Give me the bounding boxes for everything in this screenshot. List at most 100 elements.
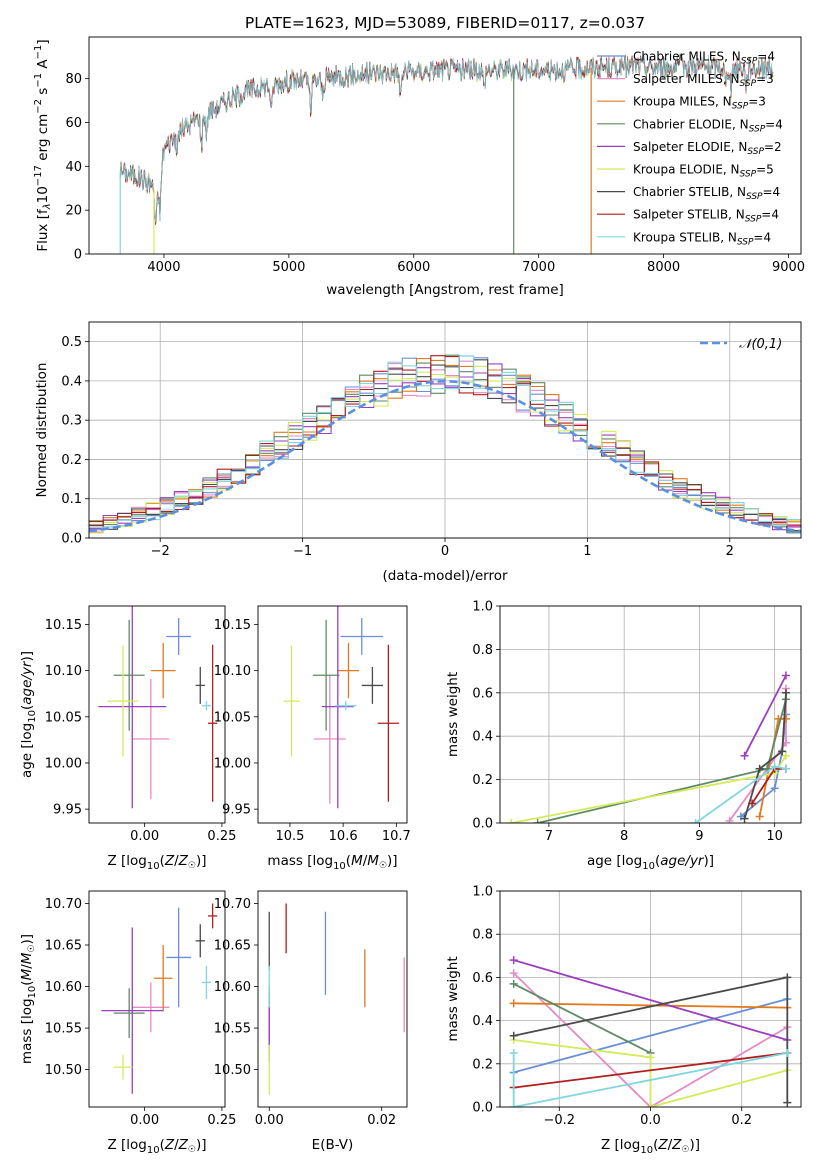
z_weight-xtick-label: 0.2 bbox=[731, 1113, 752, 1128]
weight-line bbox=[513, 972, 788, 1107]
weight-marker bbox=[781, 751, 790, 760]
residual_hist-ytick-label: 0.2 bbox=[61, 453, 82, 468]
ebv_mass-ytick-label: 10.65 bbox=[214, 939, 251, 954]
age_weight-ytick-label: 0.6 bbox=[472, 686, 493, 701]
weight-marker bbox=[507, 819, 516, 823]
z_age-ytick-label: 10.15 bbox=[45, 618, 82, 633]
weight-marker bbox=[770, 784, 779, 793]
weight-marker bbox=[778, 747, 787, 756]
weight-marker bbox=[509, 969, 518, 978]
ebv_mass-xtick-label: 0.00 bbox=[255, 1113, 284, 1128]
ebv_mass-frame bbox=[257, 890, 408, 1108]
hist-steps bbox=[89, 354, 801, 534]
residual_hist-xtick-label: 0 bbox=[441, 544, 449, 559]
residual_hist-xlabel: (data-model)/error bbox=[382, 568, 508, 584]
mass_age-ytick-label: 10.10 bbox=[214, 664, 251, 679]
mass_age-xtick-label: 10.7 bbox=[382, 829, 411, 844]
age_weight-ylabel: mass weight bbox=[445, 672, 461, 757]
z_mass-ytick-label: 10.65 bbox=[45, 939, 82, 954]
z_age-frame bbox=[88, 605, 226, 824]
weight-marker bbox=[781, 714, 790, 723]
spectrum-xtick-label: 4000 bbox=[147, 260, 180, 275]
residual_hist-frame bbox=[88, 321, 802, 539]
weight-line bbox=[513, 983, 651, 1054]
ebv_mass-points bbox=[268, 903, 405, 1095]
z_mass-points bbox=[101, 903, 218, 1094]
age_weight-ytick-label: 0.4 bbox=[472, 730, 493, 745]
hist-series bbox=[89, 365, 801, 534]
residual_hist-ytick-label: 0.3 bbox=[61, 414, 82, 429]
residual_hist-ytick-label: 0.0 bbox=[61, 532, 82, 547]
weight-marker bbox=[770, 762, 779, 771]
z_age-ytick-label: 10.05 bbox=[45, 710, 82, 725]
weight-marker bbox=[781, 688, 790, 697]
z_age-xlabel: Z [log10(Z/Z☉)] bbox=[107, 853, 206, 872]
mass_age-ytick-label: 10.15 bbox=[214, 618, 251, 633]
legend-entry: Kroupa ELODIE, NSSP=5 bbox=[633, 163, 774, 180]
ebv_mass-xlabel: E(B-V) bbox=[312, 1137, 354, 1153]
spectrum-line bbox=[119, 54, 774, 223]
legend-entry: Chabrier STELIB, NSSP=4 bbox=[633, 185, 780, 202]
weight-marker bbox=[646, 1053, 655, 1062]
weight-line bbox=[513, 1002, 788, 1009]
spectrum-xtick-label: 5000 bbox=[272, 260, 305, 275]
z_weight-ylabel: mass weight bbox=[445, 956, 461, 1041]
weight-marker bbox=[781, 671, 790, 680]
weight-line bbox=[743, 692, 787, 819]
weight-marker bbox=[755, 764, 764, 773]
z_weight-ytick-label: 0.4 bbox=[472, 1014, 493, 1029]
z_weight-ytick-label: 1.0 bbox=[472, 885, 493, 900]
ebv_mass-xtick-label: 0.02 bbox=[367, 1113, 396, 1128]
spectrum-title: PLATE=1623, MJD=53089, FIBERID=0117, z=0… bbox=[245, 14, 645, 32]
z_mass-frame bbox=[88, 890, 226, 1108]
residual_hist-xtick-label: 2 bbox=[726, 544, 734, 559]
ebv_mass-axes: 0.00 0.02 10.50 10.55 10.60 10.65 10.70 bbox=[214, 897, 396, 1128]
residual_hist-xtick-label: 1 bbox=[583, 544, 591, 559]
z_weight-ytick-label: 0.8 bbox=[472, 928, 493, 943]
z_age-xtick-label: 0.25 bbox=[207, 829, 236, 844]
age_weight-lines bbox=[507, 671, 790, 823]
weight-marker bbox=[691, 819, 700, 823]
spectrum-ytick-label: 20 bbox=[65, 204, 82, 219]
z_weight-ytick-label: 0.6 bbox=[472, 971, 493, 986]
spectrum-ylabel: Flux [fλ10−17 erg cm−2 s−1 A−1] bbox=[33, 39, 53, 251]
z_mass-ytick-label: 10.55 bbox=[45, 1022, 82, 1037]
hist-series bbox=[89, 363, 801, 531]
weight-marker bbox=[509, 999, 518, 1008]
z_age-ylabel: age [log10(age/yr)] bbox=[19, 651, 38, 778]
weight-marker bbox=[783, 1049, 792, 1057]
spectrum-xlabel: wavelength [Angstrom, rest frame] bbox=[326, 282, 564, 298]
weight-marker bbox=[509, 956, 518, 965]
mass_age-axes: 10.5 10.6 10.7 9.95 10.00 10.05 10.10 10.15 bbox=[214, 618, 411, 844]
spectrum-xtick-label: 7000 bbox=[522, 260, 555, 275]
weight-line bbox=[513, 959, 788, 1041]
normal-curve bbox=[89, 379, 801, 533]
z_weight-ytick-label: 0.0 bbox=[472, 1101, 493, 1116]
z_weight-frame bbox=[499, 890, 802, 1108]
age_weight-xlabel: age [log10(age/yr)] bbox=[587, 853, 714, 872]
z_mass-ylabel: mass [log10(M/M☉)] bbox=[19, 934, 38, 1064]
mass_age-ytick-label: 10.05 bbox=[214, 710, 251, 725]
spectrum-ytick-label: 80 bbox=[65, 72, 82, 87]
weight-line bbox=[513, 1052, 788, 1089]
z_mass-xtick-label: 0.00 bbox=[130, 1113, 159, 1128]
z_weight-xtick-label: −0.2 bbox=[543, 1113, 575, 1128]
z_weight-ytick-label: 0.2 bbox=[472, 1057, 493, 1072]
weight-marker bbox=[509, 1049, 518, 1057]
legend-entry: Salpeter STELIB, NSSP=4 bbox=[633, 208, 779, 225]
weight-marker bbox=[781, 764, 790, 773]
legend-entry: Salpeter ELODIE, NSSP=2 bbox=[633, 140, 782, 157]
weight-marker bbox=[509, 1031, 518, 1040]
age_weight-xtick-label: 7 bbox=[545, 829, 553, 844]
z_mass-ytick-label: 10.60 bbox=[45, 980, 82, 995]
z_age-ytick-label: 10.10 bbox=[45, 664, 82, 679]
hist-series bbox=[89, 355, 801, 531]
spectrum-axes: 4000 5000 6000 7000 8000 9000 0 20 40 60 80 bbox=[65, 72, 805, 275]
weight-marker bbox=[740, 751, 749, 760]
mass_age-xtick-label: 10.5 bbox=[275, 829, 304, 844]
residual_hist-ytick-label: 0.5 bbox=[61, 335, 82, 350]
hist-series bbox=[89, 355, 801, 527]
weight-line bbox=[512, 1052, 788, 1107]
spectrum-lines bbox=[119, 53, 774, 254]
